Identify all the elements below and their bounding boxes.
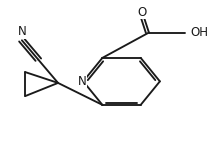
Text: OH: OH — [191, 26, 208, 39]
Text: N: N — [18, 25, 26, 38]
Text: O: O — [138, 6, 147, 19]
Text: N: N — [78, 75, 87, 88]
